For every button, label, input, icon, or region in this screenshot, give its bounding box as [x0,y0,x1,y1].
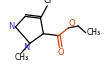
Text: O: O [57,48,64,57]
Text: N: N [9,22,15,31]
Text: O: O [69,19,76,28]
Text: CH₃: CH₃ [14,53,28,62]
Text: Cl: Cl [43,0,51,5]
Text: N: N [23,43,29,52]
Text: CH₃: CH₃ [86,28,100,37]
